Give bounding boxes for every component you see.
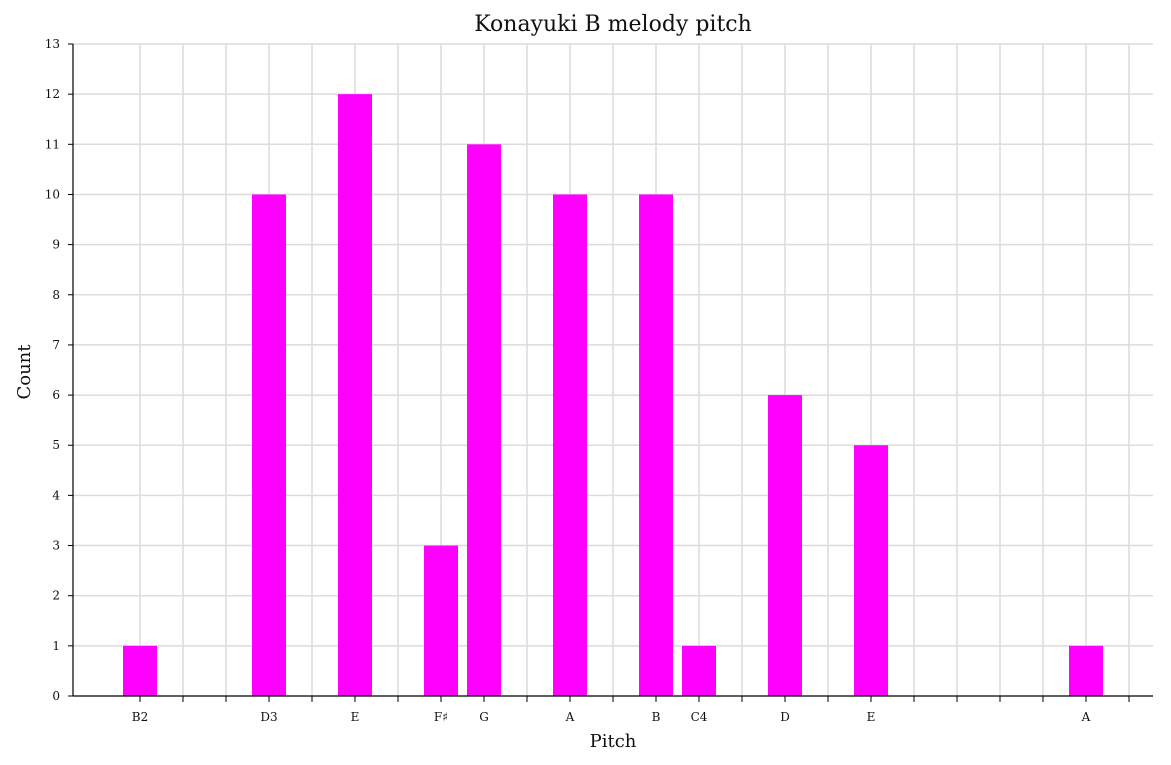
x-tick-label: D — [780, 710, 790, 724]
bar — [424, 545, 458, 696]
y-tick-label: 3 — [52, 539, 60, 553]
x-tick-label: C4 — [691, 710, 708, 724]
bar — [768, 395, 802, 696]
x-tick-label: D3 — [260, 710, 277, 724]
y-tick-label: 0 — [52, 689, 60, 703]
x-tick-label: A — [1081, 710, 1091, 724]
y-tick-label: 5 — [52, 438, 60, 452]
x-tick-label: A — [565, 710, 575, 724]
y-tick-label: 11 — [45, 137, 60, 151]
x-tick-label: B2 — [132, 710, 148, 724]
chart-title: Konayuki B melody pitch — [474, 12, 752, 37]
x-axis-title: Pitch — [590, 731, 637, 752]
y-axis-title: Count — [14, 344, 35, 400]
bar — [639, 194, 673, 696]
bar — [338, 94, 372, 696]
bar — [252, 194, 286, 696]
bars-layer — [123, 94, 1103, 697]
y-tick-label: 8 — [52, 288, 60, 302]
y-tick-label: 6 — [52, 388, 60, 402]
y-tick-label: 12 — [45, 87, 60, 101]
x-tick-label: G — [479, 710, 489, 724]
bar — [854, 445, 888, 696]
y-tick-label: 10 — [45, 187, 60, 201]
y-tick-label: 1 — [52, 639, 60, 653]
bar — [682, 645, 716, 696]
bar — [1069, 645, 1103, 696]
bar — [123, 645, 157, 696]
x-tick-label: E — [351, 710, 360, 724]
y-tick-label: 7 — [52, 338, 60, 352]
x-tick-label: F♯ — [434, 710, 448, 724]
bar — [553, 194, 587, 696]
x-tick-label: B — [652, 710, 661, 724]
y-tick-label: 13 — [45, 37, 60, 51]
grid-layer — [73, 43, 1153, 696]
y-tick-label: 2 — [52, 589, 60, 603]
x-tick-label: E — [867, 710, 876, 724]
bar — [467, 144, 501, 697]
y-tick-label: 9 — [52, 238, 60, 252]
y-tick-label: 4 — [52, 488, 60, 502]
